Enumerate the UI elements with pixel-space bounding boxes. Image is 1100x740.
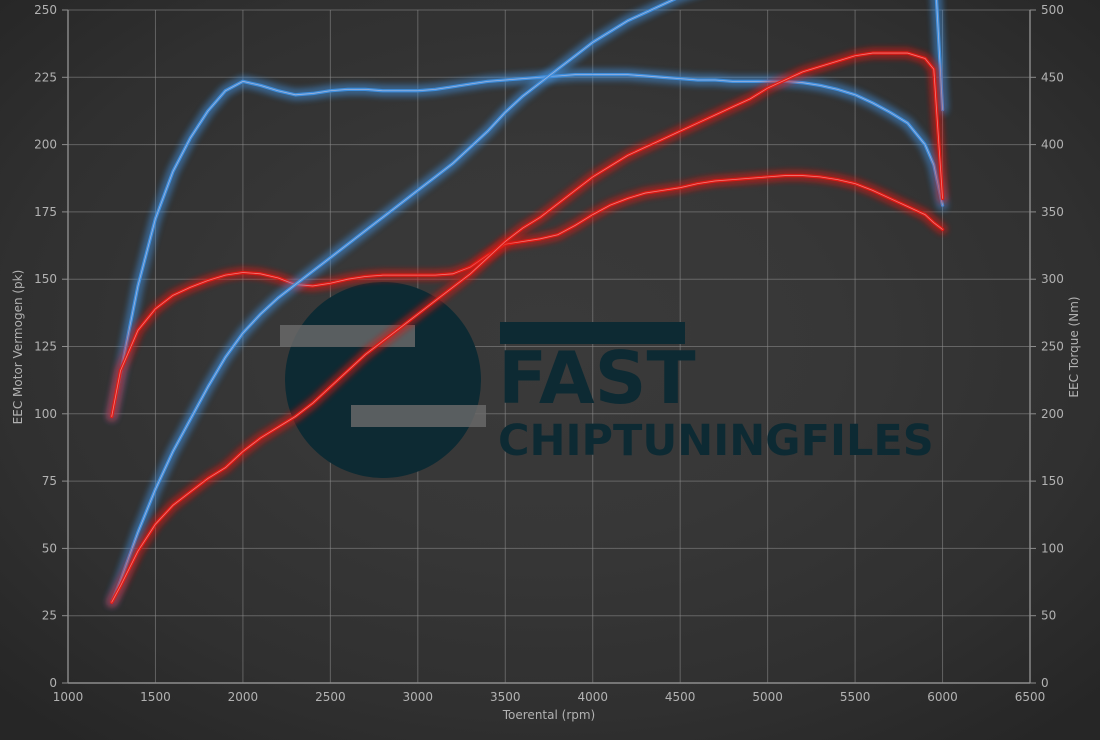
y-tick-label: 175 — [34, 205, 57, 219]
x-tick-label: 2500 — [315, 690, 346, 704]
logo-slot-bottom — [351, 405, 486, 427]
y-tick-label: 100 — [34, 407, 57, 421]
x-tick-label: 1500 — [140, 690, 171, 704]
y-tick-label: 75 — [42, 474, 57, 488]
x-tick-label: 6000 — [927, 690, 958, 704]
x-tick-label: 4000 — [577, 690, 608, 704]
y-tick-label: 225 — [34, 70, 57, 84]
axes — [62, 9, 1036, 684]
y2-tick-label: 400 — [1041, 138, 1064, 152]
y-tick-label: 150 — [34, 272, 57, 286]
logo-circle — [285, 282, 481, 478]
y2-tick-label: 450 — [1041, 70, 1064, 84]
series-curves — [107, 0, 947, 606]
y-tick-label: 250 — [34, 3, 57, 17]
x-tick-label: 5000 — [752, 690, 783, 704]
series-torque-tuned-nm — [107, 70, 947, 421]
y-axis-title: EEC Motor Vermogen (pk) — [11, 270, 25, 425]
y-tick-label: 125 — [34, 340, 57, 354]
y2-axis-title: EEC Torque (Nm) — [1067, 296, 1081, 397]
y-tick-label: 0 — [49, 676, 57, 690]
x-tick-label: 3000 — [403, 690, 434, 704]
x-tick-label: 2000 — [228, 690, 259, 704]
y2-tick-label: 150 — [1041, 474, 1064, 488]
y2-tick-label: 50 — [1041, 609, 1056, 623]
logo-bar — [500, 322, 685, 344]
series-power-tuned-pk — [107, 0, 947, 606]
y2-tick-label: 100 — [1041, 541, 1064, 555]
y2-tick-label: 500 — [1041, 3, 1064, 17]
series-torque-stock-nm — [107, 171, 947, 421]
watermark-brand-line2: CHIPTUNINGFILES — [498, 416, 934, 466]
x-tick-label: 3500 — [490, 690, 521, 704]
y-tick-label: 50 — [42, 541, 57, 555]
x-tick-label: 6500 — [1015, 690, 1046, 704]
x-axis-title: Toerental (rpm) — [502, 708, 595, 722]
y2-tick-label: 300 — [1041, 272, 1064, 286]
y-tick-label: 25 — [42, 609, 57, 623]
watermark-brand-line1: FAST — [498, 336, 696, 420]
axis-tick-labels: 1000 1500 2000 2500 3000 3500 4000 4500 5000 5500… — [34, 3, 1064, 704]
x-tick-label: 5500 — [840, 690, 871, 704]
y-tick-label: 200 — [34, 138, 57, 152]
watermark-logo: FAST CHIPTUNINGFILES — [280, 282, 934, 478]
series-power-stock-pk — [107, 49, 947, 606]
y2-tick-label: 350 — [1041, 205, 1064, 219]
y2-tick-label: 200 — [1041, 407, 1064, 421]
y2-tick-label: 250 — [1041, 340, 1064, 354]
x-tick-label: 4500 — [665, 690, 696, 704]
y2-tick-label: 0 — [1041, 676, 1049, 690]
x-tick-label: 1000 — [53, 690, 84, 704]
